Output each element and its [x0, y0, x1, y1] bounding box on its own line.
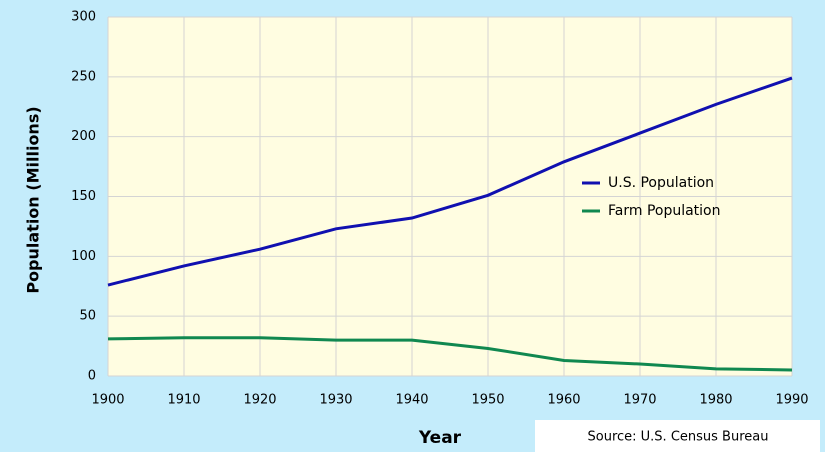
data-line [107, 76, 793, 287]
legend-label: U.S. Population [608, 175, 714, 191]
x-tick-label: 1990 [775, 393, 808, 408]
source-box [535, 420, 820, 452]
y-tick-label: 200 [71, 129, 96, 144]
y-axis-label: Population (Millions) [24, 106, 43, 293]
x-tick-label: 1920 [243, 393, 276, 408]
y-tick-label: 150 [71, 189, 96, 204]
x-axis-label: Year [418, 428, 462, 448]
x-tick-label: 1910 [167, 393, 200, 408]
x-tick-label: 1980 [699, 393, 732, 408]
y-tick-label: 50 [79, 309, 96, 324]
y-tick-label: 0 [88, 369, 96, 384]
legend-label: Farm Population [608, 203, 721, 219]
source-annotation: Source: U.S. Census Bureau [588, 430, 769, 445]
x-tick-label: 1970 [623, 393, 656, 408]
x-tick-label: 1900 [91, 393, 124, 408]
data-line [107, 336, 793, 372]
x-tick-label: 1950 [471, 393, 504, 408]
x-tick-label: 1930 [319, 393, 352, 408]
y-tick-label: 100 [71, 249, 96, 264]
x-tick-label: 1960 [547, 393, 580, 408]
x-tick-label: 1940 [395, 393, 428, 408]
y-tick-label: 250 [71, 69, 96, 84]
y-tick-label: 300 [71, 10, 96, 25]
